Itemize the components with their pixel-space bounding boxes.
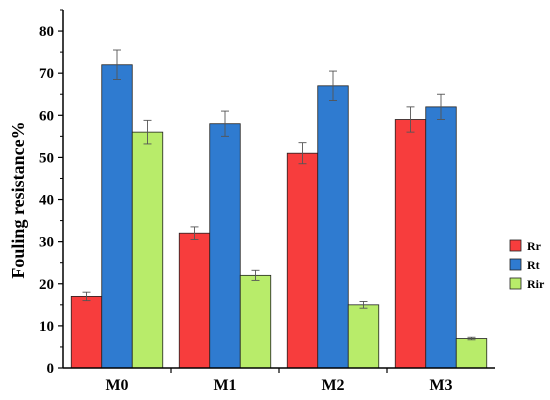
legend-label-rir: Rir <box>527 277 545 291</box>
bar-rt-m1 <box>209 123 241 369</box>
y-tick-label-60: 60 <box>39 108 54 124</box>
plot-area: M0 M1 M2 M3 0 10 20 30 40 50 60 70 80 <box>39 9 495 394</box>
y-tick-label-30: 30 <box>39 235 54 251</box>
y-tick-label-40: 40 <box>39 193 54 209</box>
x-tick-label-m0: M0 <box>105 377 128 394</box>
legend: Rr Rt Rir <box>509 239 545 291</box>
y-tick-label-20: 20 <box>39 277 54 293</box>
x-tick-label-m1: M1 <box>213 377 236 394</box>
y-tick-label-70: 70 <box>39 66 54 82</box>
bar-rr-m2 <box>286 152 319 369</box>
legend-label-rr: Rr <box>527 239 542 253</box>
y-tick-label-10: 10 <box>39 319 54 335</box>
bar-rr-m0 <box>70 295 103 369</box>
y-tick-label-0: 0 <box>47 361 55 377</box>
bar-rir-m2 <box>347 304 380 369</box>
bar-rt-m3 <box>425 106 457 369</box>
y-axis-title: Fouling resistance% <box>8 121 28 278</box>
bar-rir-m1 <box>239 274 272 369</box>
y-tick-label-80: 80 <box>39 24 54 40</box>
bar-rir-m0 <box>131 131 164 369</box>
bar-rt-m0 <box>101 64 133 369</box>
bar-rr-m1 <box>178 232 211 369</box>
x-tick-label-m3: M3 <box>429 377 452 394</box>
y-tick-label-50: 50 <box>39 150 54 166</box>
legend-label-rt: Rt <box>527 258 540 272</box>
bar-rr-m3 <box>394 119 427 369</box>
bar-rir-m3 <box>455 338 488 369</box>
legend-swatch-rt <box>509 258 522 271</box>
bar-rt-m2 <box>317 85 349 369</box>
x-tick-label-m2: M2 <box>321 377 344 394</box>
legend-swatch-rir <box>509 277 522 290</box>
legend-swatch-rr <box>509 239 522 252</box>
